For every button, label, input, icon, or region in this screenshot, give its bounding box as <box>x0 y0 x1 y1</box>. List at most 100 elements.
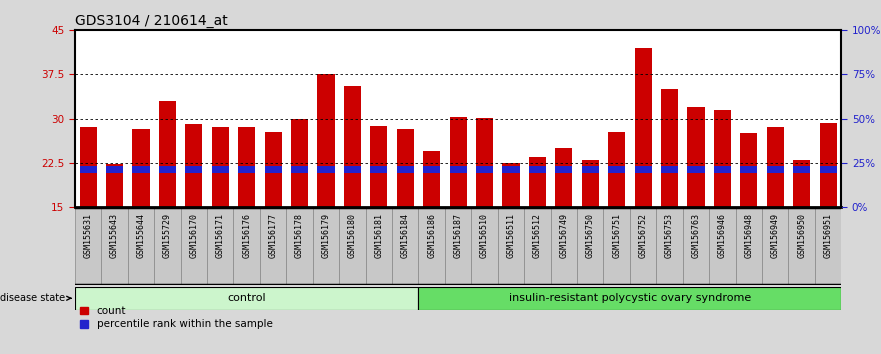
Bar <box>79 166 97 173</box>
Bar <box>788 207 815 285</box>
Bar <box>260 207 286 285</box>
Bar <box>185 166 203 173</box>
Bar <box>819 166 837 173</box>
Bar <box>476 118 493 207</box>
Bar <box>683 207 709 285</box>
Text: GSM156180: GSM156180 <box>348 213 357 258</box>
Text: GSM155631: GSM155631 <box>84 213 93 258</box>
Bar <box>291 119 308 207</box>
Text: GSM156170: GSM156170 <box>189 213 198 258</box>
Bar <box>185 125 203 207</box>
Bar <box>418 287 841 310</box>
Bar <box>370 166 388 173</box>
Bar <box>555 166 573 173</box>
Bar <box>159 101 176 207</box>
Bar <box>555 148 573 207</box>
Bar <box>211 127 229 207</box>
Text: control: control <box>227 293 266 303</box>
Bar <box>736 207 762 285</box>
Bar <box>634 48 652 207</box>
Bar <box>714 110 731 207</box>
Bar <box>793 166 811 173</box>
Bar <box>498 207 524 285</box>
Bar <box>154 207 181 285</box>
Bar <box>581 166 599 173</box>
Bar <box>392 207 418 285</box>
Bar <box>551 207 577 285</box>
Bar <box>370 126 388 207</box>
Bar <box>317 166 335 173</box>
Text: GSM156951: GSM156951 <box>824 213 833 258</box>
Text: GSM156750: GSM156750 <box>586 213 595 258</box>
Bar <box>132 129 150 207</box>
Bar <box>793 160 811 207</box>
Bar <box>709 207 736 285</box>
Text: GDS3104 / 210614_at: GDS3104 / 210614_at <box>75 14 227 28</box>
Bar <box>396 129 414 207</box>
Bar <box>366 207 392 285</box>
Bar <box>661 89 678 207</box>
Text: GSM156950: GSM156950 <box>797 213 806 258</box>
Bar <box>181 207 207 285</box>
Bar <box>264 132 282 207</box>
Text: insulin-resistant polycystic ovary syndrome: insulin-resistant polycystic ovary syndr… <box>509 293 751 303</box>
Text: GSM156948: GSM156948 <box>744 213 753 258</box>
Bar <box>634 166 652 173</box>
Text: GSM156946: GSM156946 <box>718 213 727 258</box>
Text: GSM156184: GSM156184 <box>401 213 410 258</box>
Bar <box>766 166 784 173</box>
Bar <box>449 166 467 173</box>
Text: GSM156187: GSM156187 <box>454 213 463 258</box>
Text: GSM156949: GSM156949 <box>771 213 780 258</box>
Bar <box>630 207 656 285</box>
Bar <box>106 166 123 173</box>
Text: GSM156512: GSM156512 <box>533 213 542 258</box>
Bar <box>608 132 626 207</box>
Bar <box>238 127 255 207</box>
Text: GSM156178: GSM156178 <box>295 213 304 258</box>
Bar <box>207 207 233 285</box>
Bar <box>291 166 308 173</box>
Bar <box>687 166 705 173</box>
Bar <box>317 74 335 207</box>
Bar <box>766 127 784 207</box>
Bar <box>313 207 339 285</box>
Text: GSM156510: GSM156510 <box>480 213 489 258</box>
Bar <box>418 207 445 285</box>
Bar <box>233 207 260 285</box>
Bar <box>577 207 603 285</box>
Bar <box>762 207 788 285</box>
Bar <box>75 207 101 285</box>
Text: disease state: disease state <box>0 293 71 303</box>
Bar <box>396 166 414 173</box>
Bar <box>529 157 546 207</box>
Bar <box>581 160 599 207</box>
Bar <box>264 166 282 173</box>
Bar <box>75 287 418 310</box>
Bar <box>344 166 361 173</box>
Bar <box>608 166 626 173</box>
Bar <box>603 207 630 285</box>
Text: GSM155729: GSM155729 <box>163 213 172 258</box>
Bar <box>101 207 128 285</box>
Bar <box>128 207 154 285</box>
Bar <box>286 207 313 285</box>
Bar <box>524 207 551 285</box>
Bar <box>740 166 758 173</box>
Text: GSM156176: GSM156176 <box>242 213 251 258</box>
Bar <box>445 207 471 285</box>
Text: GSM156181: GSM156181 <box>374 213 383 258</box>
Bar <box>714 166 731 173</box>
Bar <box>339 207 366 285</box>
Bar <box>661 166 678 173</box>
Bar <box>819 123 837 207</box>
Text: GSM156752: GSM156752 <box>639 213 648 258</box>
Legend: count, percentile rank within the sample: count, percentile rank within the sample <box>80 306 272 329</box>
Bar <box>211 166 229 173</box>
Bar <box>471 207 498 285</box>
Text: GSM156179: GSM156179 <box>322 213 330 258</box>
Text: GSM155643: GSM155643 <box>110 213 119 258</box>
Bar <box>476 166 493 173</box>
Bar <box>656 207 683 285</box>
Text: GSM156177: GSM156177 <box>269 213 278 258</box>
